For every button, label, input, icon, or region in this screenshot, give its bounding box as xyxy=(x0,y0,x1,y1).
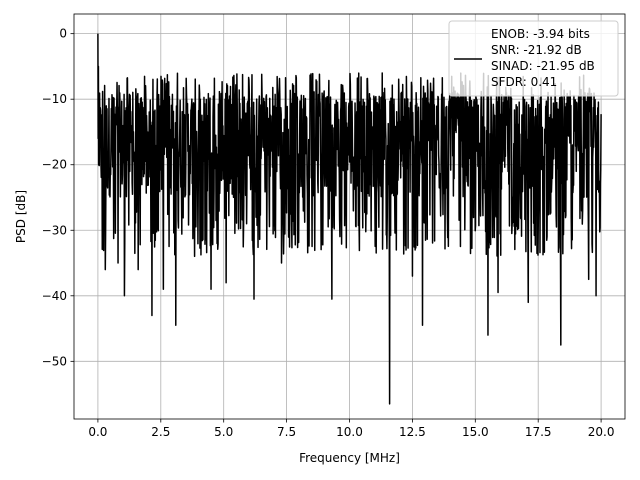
legend-sfdr: SFDR: 0.41 xyxy=(491,75,557,89)
y-tick-label: −20 xyxy=(42,158,67,172)
legend: ENOB: -3.94 bits SNR: -21.92 dB SINAD: -… xyxy=(448,20,619,97)
y-tick-label: −50 xyxy=(42,354,67,368)
y-tick-label: −40 xyxy=(42,289,67,303)
legend-sinad: SINAD: -21.95 dB xyxy=(491,59,595,73)
x-tick-label: 15.0 xyxy=(462,425,489,439)
x-tick-label: 20.0 xyxy=(588,425,615,439)
x-tick-label: 17.5 xyxy=(525,425,552,439)
psd-series-line xyxy=(97,33,602,405)
x-axis-ticks: 0.0 2.5 5.0 7.5 10.0 12.5 15.0 17.5 20.0 xyxy=(88,419,614,439)
x-tick-label: 0.0 xyxy=(88,425,107,439)
legend-enob: ENOB: -3.94 bits xyxy=(491,27,590,41)
legend-snr: SNR: -21.92 dB xyxy=(491,43,582,57)
y-tick-label: −10 xyxy=(42,92,67,106)
x-tick-label: 2.5 xyxy=(151,425,170,439)
x-tick-label: 5.0 xyxy=(214,425,233,439)
y-tick-label: 0 xyxy=(59,27,67,41)
plot-area-frame xyxy=(73,13,626,420)
y-axis-ticks: 0 −10 −20 −30 −40 −50 xyxy=(42,27,74,368)
y-axis-label: PSD [dB] xyxy=(14,190,28,243)
x-tick-label: 12.5 xyxy=(399,425,426,439)
x-tick-label: 7.5 xyxy=(277,425,296,439)
x-tick-label: 10.0 xyxy=(336,425,363,439)
y-tick-label: −30 xyxy=(42,223,67,237)
legend-box xyxy=(448,20,619,97)
x-axis-label: Frequency [MHz] xyxy=(299,451,400,465)
